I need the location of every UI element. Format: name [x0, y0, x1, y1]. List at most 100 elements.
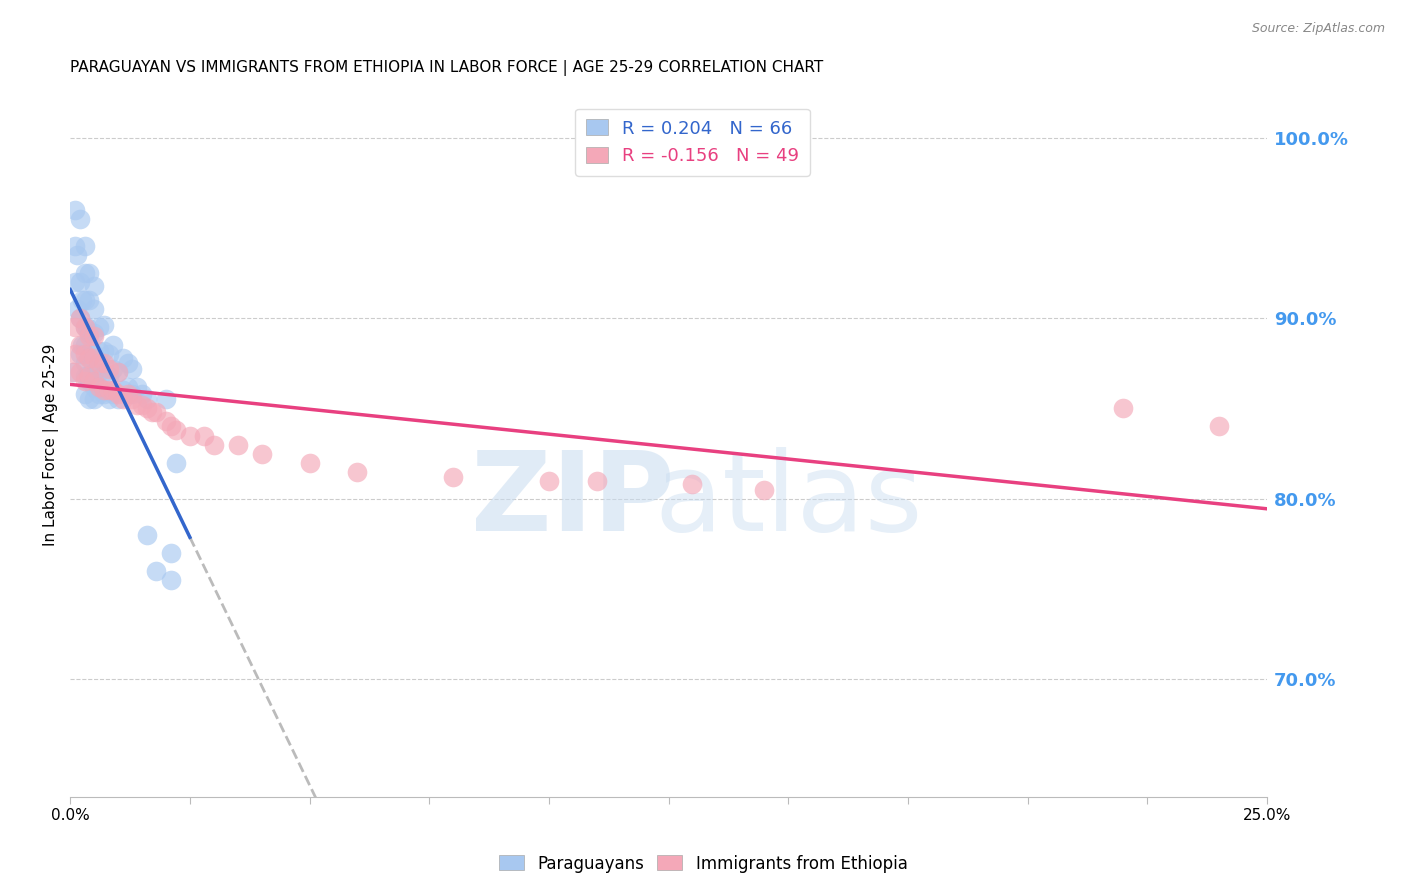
Point: [93, 384, 115, 398]
Point: [63, 275, 86, 289]
Text: ZIP: ZIP: [471, 448, 675, 555]
Point: [87, 365, 110, 379]
Point: [179, 428, 201, 442]
Point: [69, 275, 91, 289]
Point: [62, 365, 84, 379]
Point: [87, 343, 110, 358]
Point: [73, 356, 96, 370]
Point: [83, 365, 105, 379]
Point: [63, 239, 86, 253]
Point: [79, 351, 101, 365]
Point: [69, 311, 91, 326]
Point: [97, 361, 120, 376]
Point: [93, 387, 115, 401]
Point: [103, 387, 125, 401]
Point: [83, 326, 105, 340]
Point: [97, 392, 120, 407]
Point: [66, 302, 89, 317]
Point: [107, 387, 129, 401]
Point: [250, 447, 273, 461]
Point: [107, 392, 129, 407]
Point: [155, 414, 177, 428]
Point: [79, 375, 101, 389]
Point: [83, 351, 105, 365]
Point: [73, 368, 96, 383]
Point: [117, 380, 139, 394]
Point: [107, 365, 129, 379]
Point: [346, 465, 368, 479]
Point: [69, 311, 91, 326]
Text: PARAGUAYAN VS IMMIGRANTS FROM ETHIOPIA IN LABOR FORCE | AGE 25-29 CORRELATION CH: PARAGUAYAN VS IMMIGRANTS FROM ETHIOPIA I…: [70, 60, 824, 76]
Point: [83, 392, 105, 407]
Point: [111, 351, 134, 365]
Point: [117, 356, 139, 370]
Point: [131, 398, 153, 412]
Point: [117, 387, 139, 401]
Point: [135, 401, 157, 416]
Point: [193, 428, 215, 442]
Point: [73, 375, 96, 389]
Point: [131, 387, 153, 401]
Point: [97, 347, 120, 361]
Point: [73, 293, 96, 307]
Point: [79, 392, 101, 407]
Text: atlas: atlas: [654, 448, 922, 555]
Point: [145, 405, 167, 419]
Point: [69, 338, 91, 352]
Point: [441, 470, 464, 484]
Point: [226, 437, 249, 451]
Point: [97, 368, 120, 383]
Point: [73, 387, 96, 401]
Y-axis label: In Labor Force | Age 25-29: In Labor Force | Age 25-29: [44, 343, 59, 546]
Point: [159, 546, 181, 560]
Point: [69, 347, 91, 361]
Point: [69, 211, 91, 226]
Point: [298, 456, 321, 470]
Point: [79, 266, 101, 280]
Point: [63, 320, 86, 334]
Point: [121, 392, 143, 407]
Point: [135, 392, 157, 407]
Point: [79, 326, 101, 340]
Point: [141, 405, 163, 419]
Point: [83, 375, 105, 389]
Point: [682, 477, 704, 491]
Point: [165, 423, 187, 437]
Point: [1208, 419, 1230, 434]
Point: [63, 202, 86, 217]
Point: [83, 347, 105, 361]
Point: [73, 320, 96, 334]
Point: [69, 365, 91, 379]
Point: [1112, 401, 1135, 416]
Point: [159, 573, 181, 587]
Point: [121, 387, 143, 401]
Point: [87, 356, 110, 370]
Point: [76, 368, 98, 383]
Text: Source: ZipAtlas.com: Source: ZipAtlas.com: [1251, 22, 1385, 36]
Point: [83, 302, 105, 317]
Point: [66, 248, 89, 262]
Point: [165, 456, 187, 470]
Legend: R = 0.204   N = 66, R = -0.156   N = 49: R = 0.204 N = 66, R = -0.156 N = 49: [575, 109, 810, 176]
Point: [121, 361, 143, 376]
Point: [79, 351, 101, 365]
Point: [79, 329, 101, 343]
Point: [83, 380, 105, 394]
Point: [202, 437, 225, 451]
Point: [103, 361, 125, 376]
Point: [87, 387, 110, 401]
Point: [83, 278, 105, 293]
Point: [70, 338, 93, 352]
Point: [135, 528, 157, 542]
Point: [73, 266, 96, 280]
Point: [93, 365, 115, 379]
Point: [73, 338, 96, 352]
Point: [585, 474, 607, 488]
Point: [73, 347, 96, 361]
Point: [97, 384, 120, 398]
Point: [537, 474, 560, 488]
Point: [103, 338, 125, 352]
Point: [93, 318, 115, 333]
Point: [754, 483, 776, 497]
Point: [107, 365, 129, 379]
